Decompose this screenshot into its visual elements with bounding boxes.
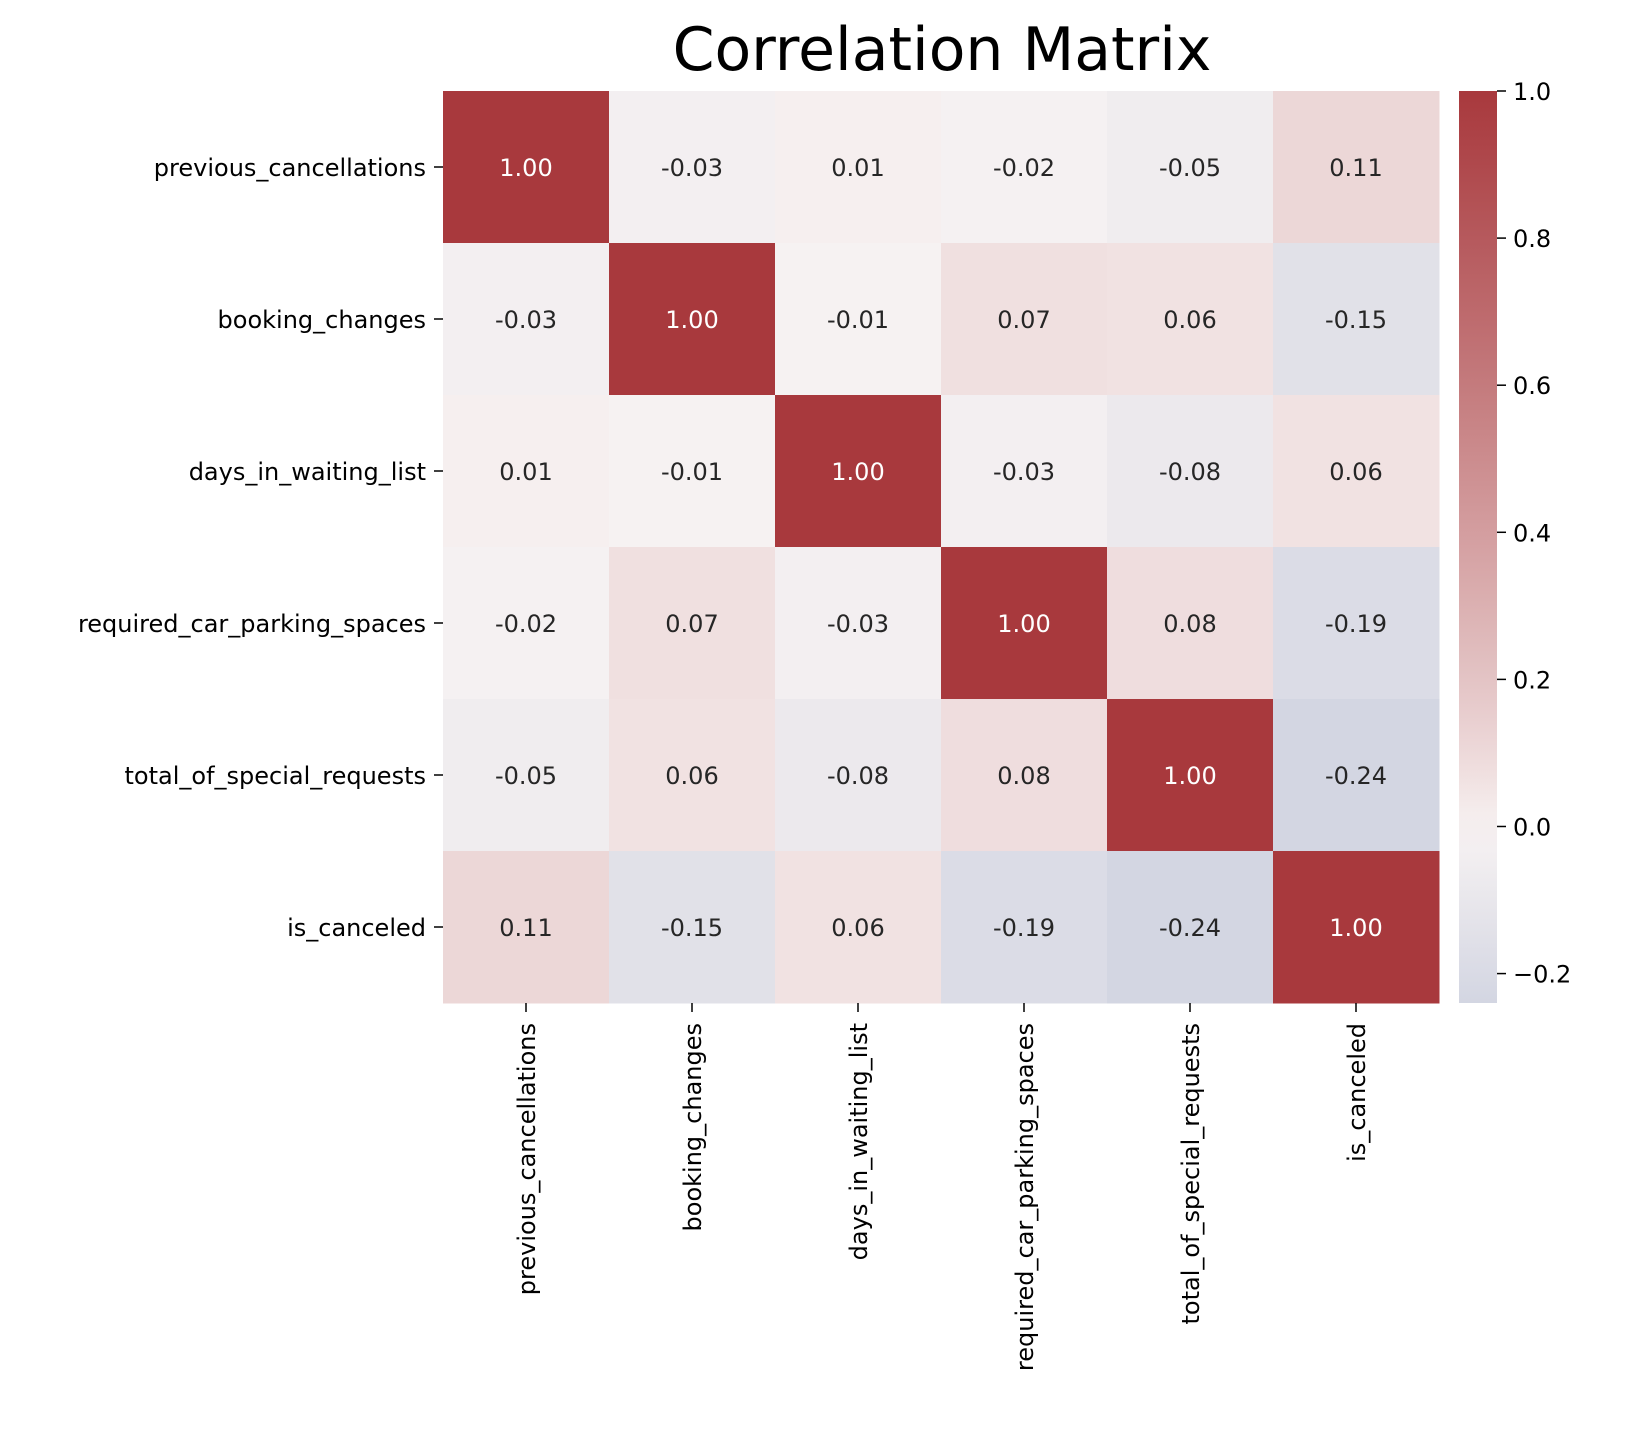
x-axis-ticks: previous_cancellations booking_changes day… — [513, 1003, 1371, 1371]
y-tick-label: previous_cancellations — [154, 154, 426, 182]
heatmap-cell-value: -0.08 — [827, 762, 889, 790]
colorbar-tick-label: 0.0 — [1513, 813, 1551, 841]
heatmap-cell-1-5 — [1273, 243, 1440, 396]
heatmap-cell-2-0 — [443, 395, 610, 548]
heatmap-cell-value: -0.03 — [993, 458, 1055, 486]
heatmap-cell-value: -0.24 — [1325, 762, 1387, 790]
heatmap-cell-1-2 — [775, 243, 942, 396]
heatmap-cell-value: 1.00 — [997, 610, 1050, 638]
x-tick-label: required_car_parking_spaces — [1011, 1023, 1039, 1371]
heatmap-cell-0-5 — [1273, 91, 1440, 244]
heatmap-cell-value: -0.02 — [993, 154, 1055, 182]
heatmap-cell-5-5 — [1273, 851, 1440, 1004]
heatmap-cell-4-5 — [1273, 699, 1440, 852]
heatmap-cell-2-4 — [1107, 395, 1274, 548]
heatmap-cell-0-0 — [443, 91, 610, 244]
heatmap-cell-value: 1.00 — [1163, 762, 1216, 790]
x-tick-label: days_in_waiting_list — [845, 1023, 873, 1260]
heatmap-cell-3-3 — [941, 547, 1108, 700]
heatmap-cell-4-2 — [775, 699, 942, 852]
heatmap-cell-value: -0.19 — [1325, 610, 1387, 638]
x-tick-label: previous_cancellations — [513, 1023, 541, 1295]
colorbar-tick-label: 0.6 — [1513, 372, 1551, 400]
colorbar-tick-label: 1.0 — [1513, 78, 1551, 106]
heatmap-cell-4-1 — [609, 699, 776, 852]
heatmap-cell-value: 0.11 — [1329, 154, 1382, 182]
heatmap-cell-value: 0.08 — [1163, 610, 1216, 638]
heatmap-cell-labels: 1.00 -0.03 0.01 -0.02 -0.05 0.11 -0.03 1.00 -0.0… — [495, 154, 1387, 942]
heatmap-cell-value: -0.01 — [661, 458, 723, 486]
heatmap-cell-value: 1.00 — [499, 154, 552, 182]
heatmap-cell-value: 1.00 — [665, 306, 718, 334]
y-tick-label: booking_changes — [218, 306, 426, 334]
heatmap-cell-3-0 — [443, 547, 610, 700]
x-tick-label: total_of_special_requests — [1177, 1023, 1205, 1325]
heatmap-cell-5-0 — [443, 851, 610, 1004]
heatmap-cell-value: -0.03 — [661, 154, 723, 182]
heatmap-cell-value: 0.07 — [665, 610, 718, 638]
heatmap-cell-value: -0.05 — [495, 762, 557, 790]
heatmap-cell-3-4 — [1107, 547, 1274, 700]
heatmap-cell-value: 1.00 — [1329, 914, 1382, 942]
y-tick-label: total_of_special_requests — [125, 762, 427, 790]
heatmap-cell-value: 0.06 — [831, 914, 884, 942]
heatmap-cells — [443, 91, 1440, 1004]
heatmap-cell-value: 0.08 — [997, 762, 1050, 790]
heatmap-cell-2-3 — [941, 395, 1108, 548]
heatmap-cell-2-5 — [1273, 395, 1440, 548]
heatmap-cell-0-3 — [941, 91, 1108, 244]
heatmap-cell-1-4 — [1107, 243, 1274, 396]
x-tick-label: booking_changes — [679, 1023, 707, 1231]
heatmap-cell-value: -0.05 — [1159, 154, 1221, 182]
heatmap-cell-3-5 — [1273, 547, 1440, 700]
heatmap-cell-1-1 — [609, 243, 776, 396]
heatmap-cell-value: -0.19 — [993, 914, 1055, 942]
colorbar-tick-label: 0.2 — [1513, 666, 1551, 694]
chart-title: Correlation Matrix — [673, 15, 1212, 85]
heatmap-cell-value: 1.00 — [831, 458, 884, 486]
y-axis-ticks: previous_cancellations booking_changesday… — [78, 154, 443, 942]
y-tick-label: days_in_waiting_list — [189, 458, 426, 486]
heatmap-cell-value: 0.06 — [1329, 458, 1382, 486]
heatmap-cell-0-2 — [775, 91, 942, 244]
heatmap-cell-3-2 — [775, 547, 942, 700]
heatmap-cell-value: 0.06 — [1163, 306, 1216, 334]
heatmap-cell-value: -0.08 — [1159, 458, 1221, 486]
colorbar-gradient — [1459, 91, 1497, 1003]
heatmap-cell-3-1 — [609, 547, 776, 700]
y-tick-label: is_canceled — [287, 914, 426, 942]
colorbar-tick-label: 0.8 — [1513, 225, 1551, 253]
heatmap-cell-1-3 — [941, 243, 1108, 396]
heatmap-cell-5-1 — [609, 851, 776, 1004]
heatmap-cell-value: 0.11 — [499, 914, 552, 942]
heatmap-cell-value: -0.15 — [661, 914, 723, 942]
heatmap-cell-value: -0.02 — [495, 610, 557, 638]
y-tick-label: required_car_parking_spaces — [78, 610, 426, 638]
heatmap-cell-value: 0.01 — [499, 458, 552, 486]
colorbar-tick-label: −0.2 — [1513, 961, 1571, 989]
heatmap-cell-4-3 — [941, 699, 1108, 852]
heatmap-cell-2-1 — [609, 395, 776, 548]
heatmap-cell-4-4 — [1107, 699, 1274, 852]
colorbar: −0.2 0.0 0.2 0.4 0.6 0.8 1.0 — [1459, 78, 1571, 1003]
heatmap-cell-0-1 — [609, 91, 776, 244]
x-tick-label: is_canceled — [1343, 1023, 1371, 1162]
heatmap-cell-4-0 — [443, 699, 610, 852]
colorbar-tick-label: 0.4 — [1513, 519, 1551, 547]
heatmap-cell-2-2 — [775, 395, 942, 548]
heatmap-cell-5-3 — [941, 851, 1108, 1004]
heatmap-cell-5-2 — [775, 851, 942, 1004]
heatmap-cell-1-0 — [443, 243, 610, 396]
heatmap-cell-value: -0.01 — [827, 306, 889, 334]
heatmap-cell-value: -0.03 — [827, 610, 889, 638]
heatmap-cell-value: -0.15 — [1325, 306, 1387, 334]
heatmap-cell-value: -0.03 — [495, 306, 557, 334]
heatmap-cell-5-4 — [1107, 851, 1274, 1004]
heatmap-cell-value: 0.06 — [665, 762, 718, 790]
heatmap-cell-value: -0.24 — [1159, 914, 1221, 942]
heatmap-cell-0-4 — [1107, 91, 1274, 244]
heatmap-cell-value: 0.01 — [831, 154, 884, 182]
heatmap-cell-value: 0.07 — [997, 306, 1050, 334]
